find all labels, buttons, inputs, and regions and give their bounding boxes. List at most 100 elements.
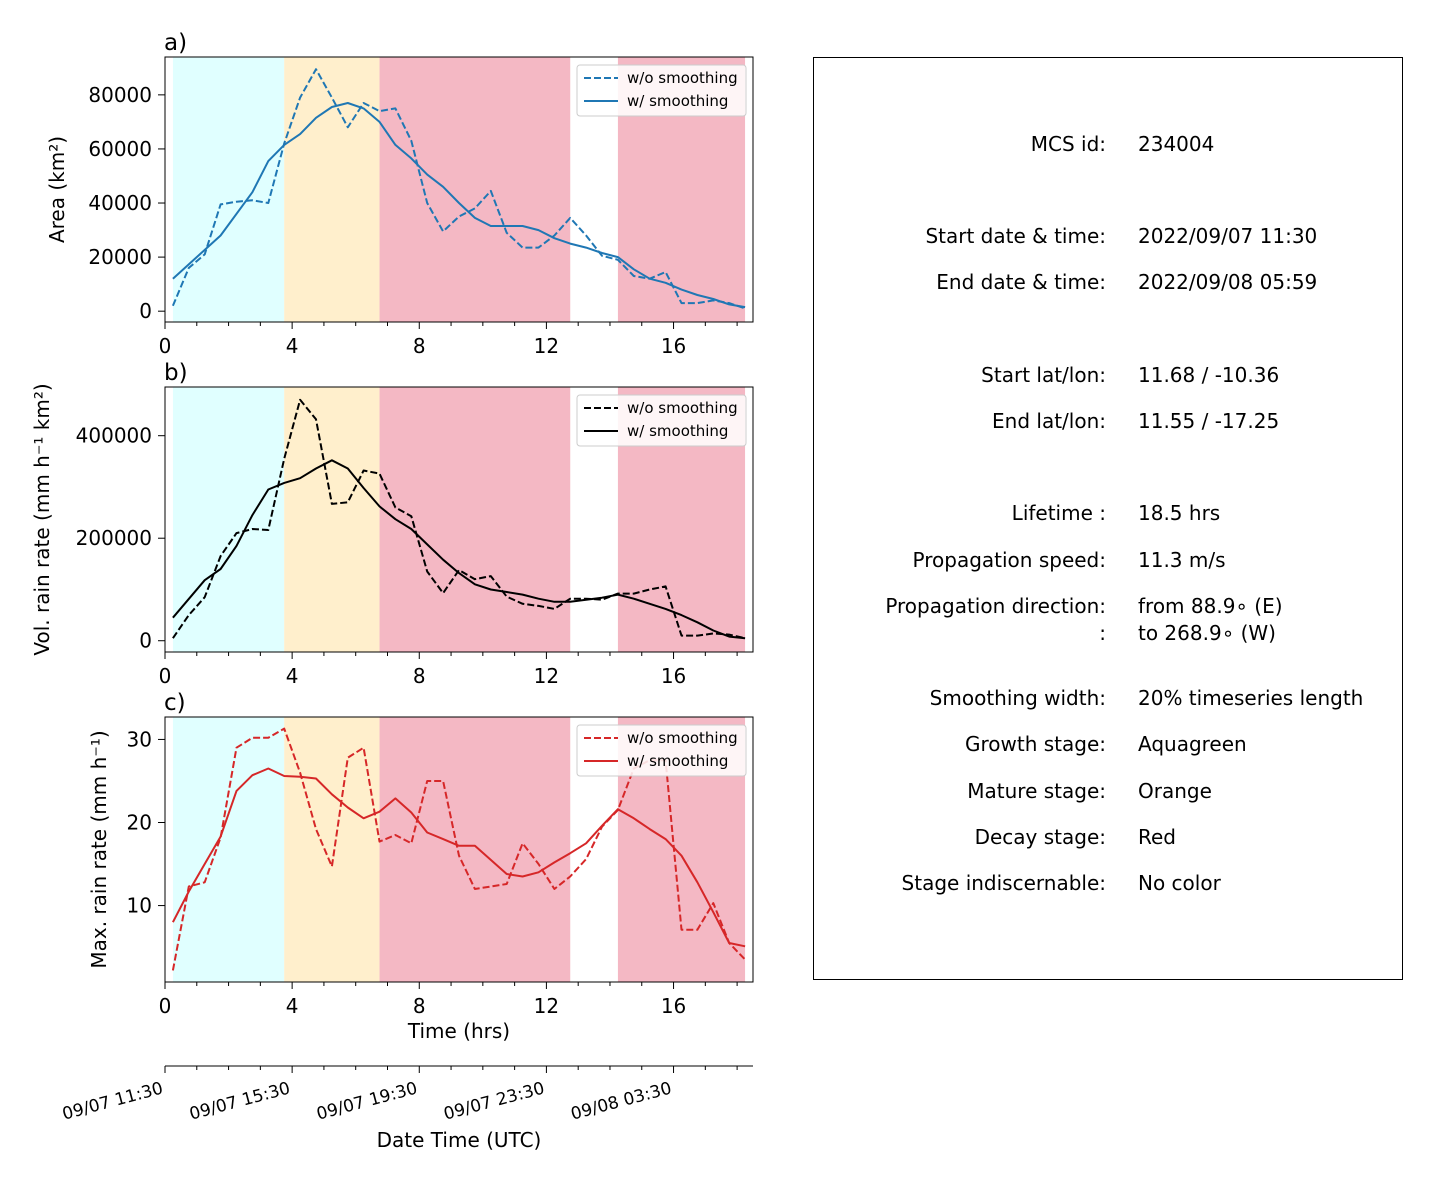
smoothing-value: 20% timeseries length [1138, 686, 1364, 710]
start-latlon-value: 11.68 / -10.36 [1138, 363, 1280, 387]
y-tick-label: 60000 [88, 137, 152, 161]
legend-entry-label: w/o smoothing [627, 69, 738, 87]
date-tick-label: 09/07 19:30 [315, 1079, 420, 1125]
y-tick-label: 0 [139, 629, 152, 653]
x-tick-label: 4 [286, 994, 299, 1018]
lifetime-value: 18.5 hrs [1138, 501, 1221, 525]
end-latlon-label: End lat/lon: [992, 409, 1106, 433]
y-axis-label: Area (km²) [45, 136, 69, 243]
y-tick-label: 20000 [88, 245, 152, 269]
legend: w/o smoothing w/ smoothing [576, 64, 747, 117]
mcs-id-value: 234004 [1138, 132, 1215, 156]
y-tick-label: 20 [127, 811, 152, 835]
smoothed-series-line [172, 767, 746, 948]
growth-stage-band [172, 57, 285, 322]
mature-stage-band [284, 387, 380, 652]
start-time-value: 2022/09/07 11:30 [1138, 224, 1318, 248]
axes-frame [164, 716, 754, 983]
speed-label: Propagation speed: [912, 548, 1106, 572]
mature-stage-band [284, 717, 380, 982]
decay-stage-band [379, 717, 571, 982]
x-tick-label: 12 [534, 334, 559, 358]
growth-stage-band [172, 717, 285, 982]
x-tick-label: 0 [159, 664, 172, 688]
lifetime-label: Lifetime : [1011, 501, 1106, 525]
x-tick-label: 8 [413, 994, 426, 1018]
legend-box [576, 394, 747, 447]
y-axis-label: Max. rain rate (mm h⁻¹) [87, 730, 111, 968]
growth-stage-value: Aquagreen [1138, 732, 1247, 756]
decay-stage-band [379, 57, 571, 322]
growth-stage-band [172, 387, 285, 652]
smoothed-series-line [172, 459, 746, 640]
x-tick-label: 8 [413, 664, 426, 688]
panel-3: 0 4 8 12 16 10 20 30 c) Max. rain rate (mm h⁻¹) Ti… [87, 690, 754, 1043]
panel-label: c) [164, 690, 186, 716]
decay-stage-band [379, 387, 571, 652]
x-tick-label: 12 [534, 994, 559, 1018]
legend-box [576, 64, 747, 117]
x-tick-label: 4 [286, 334, 299, 358]
direction-label: Propagation direction: [885, 594, 1106, 618]
y-tick-label: 40000 [88, 191, 152, 215]
x-tick-label: 0 [159, 994, 172, 1018]
legend: w/o smoothing w/ smoothing [576, 724, 747, 777]
date-tick-label: 09/07 11:30 [60, 1079, 165, 1125]
legend-entry-label: w/o smoothing [627, 399, 738, 417]
date-axis: 09/07 11:30 09/07 15:30 09/07 19:30 09/07 2… [60, 1065, 753, 1152]
raw-series-line [171, 727, 746, 971]
decay-stage-label: Decay stage: [974, 825, 1106, 849]
direction-to-value: to 268.9∘ (W) [1138, 621, 1276, 645]
x-tick-label: 12 [534, 664, 559, 688]
growth-stage-label: Growth stage: [964, 732, 1106, 756]
y-axis-label: Vol. rain rate (mm h⁻¹ km²) [30, 383, 54, 655]
y-tick-label: 0 [139, 299, 152, 323]
decay-stage-value: Red [1138, 825, 1176, 849]
end-time-label: End date & time: [936, 270, 1106, 294]
speed-value: 11.3 m/s [1138, 548, 1226, 572]
x-tick-label: 8 [413, 334, 426, 358]
legend-entry-label: w/ smoothing [627, 752, 728, 770]
mcs-id-label: MCS id: [1030, 132, 1106, 156]
y-tick-label: 10 [127, 894, 152, 918]
panel-label: b) [164, 360, 188, 386]
direction-from-value: from 88.9∘ (E) [1138, 594, 1283, 618]
legend-box [576, 724, 747, 777]
y-tick-label: 200000 [76, 526, 152, 550]
panel-2: 0 4 8 12 16 0 200000 400000 b) Vol. rain rate (mm… [30, 360, 754, 688]
indiscernable-stage-value: No color [1138, 871, 1221, 895]
indiscernable-stage-label: Stage indiscernable: [901, 871, 1106, 895]
raw-series-line [172, 398, 746, 640]
smoothing-label: Smoothing width: [929, 686, 1106, 710]
legend-entry-label: w/ smoothing [627, 422, 728, 440]
y-tick-label: 80000 [88, 83, 152, 107]
x-tick-label: 16 [661, 664, 686, 688]
mature-stage-band [284, 57, 380, 322]
x-tick-label: 4 [286, 664, 299, 688]
legend-entry-label: w/ smoothing [627, 92, 728, 110]
legend: w/o smoothing w/ smoothing [576, 394, 747, 447]
date-axis-label: Date Time (UTC) [377, 1128, 542, 1152]
mature-stage-value: Orange [1138, 779, 1212, 803]
start-latlon-label: Start lat/lon: [981, 363, 1106, 387]
smoothed-series-line [172, 102, 746, 309]
end-time-value: 2022/09/08 05:59 [1138, 270, 1318, 294]
y-tick-label: 30 [127, 727, 152, 751]
direction-to-label: : [1099, 621, 1106, 645]
end-latlon-value: 11.55 / -17.25 [1138, 409, 1280, 433]
x-tick-label: 16 [661, 994, 686, 1018]
y-tick-label: 400000 [76, 424, 152, 448]
mature-stage-label: Mature stage: [967, 779, 1106, 803]
date-tick-label: 09/07 15:30 [187, 1079, 292, 1125]
panel-1: 0 4 8 12 16 0 20000 40000 60000 80000 a) Area (km²)… [45, 30, 754, 358]
x-tick-label: 0 [159, 334, 172, 358]
legend-entry-label: w/o smoothing [627, 729, 738, 747]
axes-frame [164, 386, 754, 653]
mcs-info-panel: MCS id: 234004 Start date & time: 2022/0… [813, 57, 1403, 980]
date-tick-label: 09/07 23:30 [442, 1079, 547, 1125]
x-tick-label: 16 [661, 334, 686, 358]
date-tick-label: 09/08 03:30 [569, 1079, 674, 1125]
start-time-label: Start date & time: [925, 224, 1106, 248]
x-axis-label: Time (hrs) [407, 1019, 510, 1043]
